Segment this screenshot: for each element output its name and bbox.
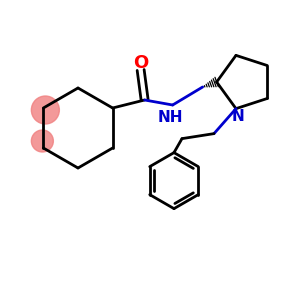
Text: N: N xyxy=(232,109,244,124)
Text: O: O xyxy=(133,54,148,72)
Circle shape xyxy=(32,130,53,152)
Circle shape xyxy=(32,96,59,124)
Text: NH: NH xyxy=(158,110,183,124)
